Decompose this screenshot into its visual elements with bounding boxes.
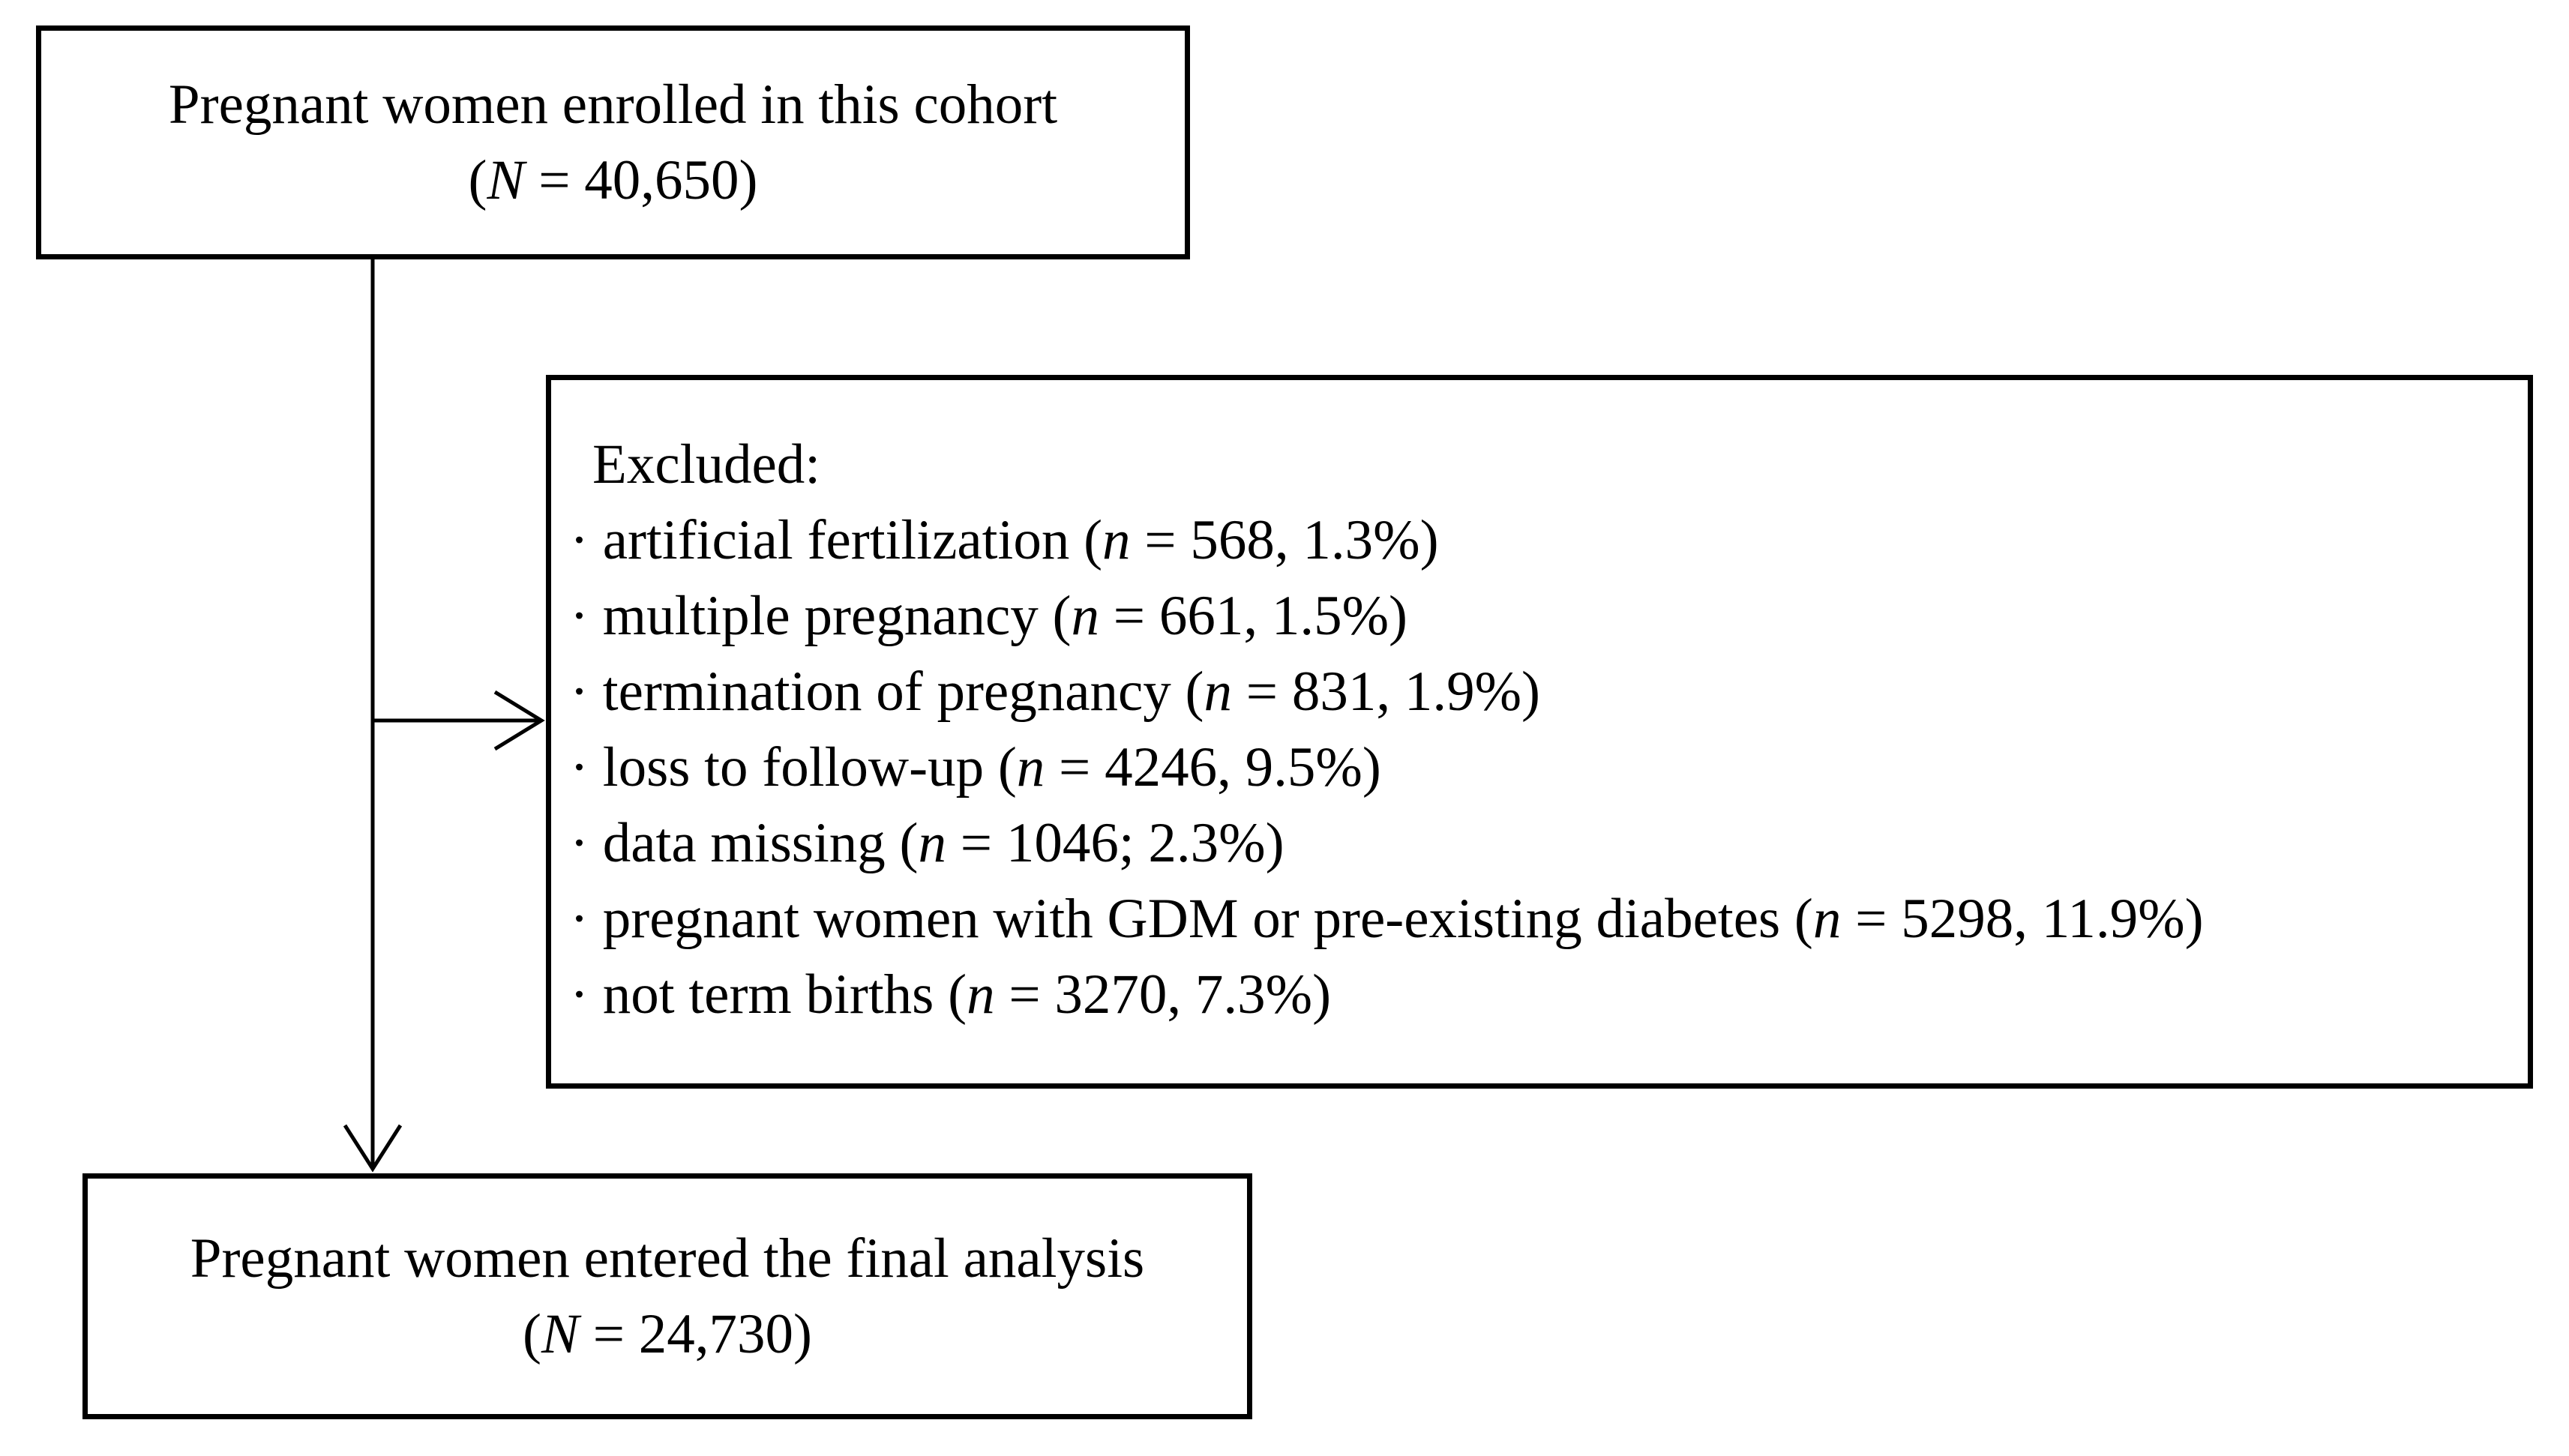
small-n-symbol: n (1812, 888, 1842, 950)
small-n-symbol: n (1071, 585, 1100, 647)
item-count: = 4246, 9.5%) (1045, 736, 1381, 798)
excluded-heading: Excluded: (592, 433, 821, 496)
item-count: = 568, 1.3%) (1130, 509, 1439, 571)
final-analysis-box: Pregnant women entered the final analysi… (82, 1173, 1252, 1419)
small-n-symbol: n (967, 963, 995, 1026)
capital-n-symbol: N (487, 149, 525, 211)
count-open-paren: ( (468, 149, 487, 211)
small-n-symbol: n (1204, 661, 1233, 723)
final-box-count: (N = 24,730) (523, 1296, 812, 1372)
enrolled-box-count: (N = 40,650) (468, 142, 757, 218)
excluded-item: · data missing (n = 1046; 2.3%) (570, 805, 2505, 881)
right-arrowhead-icon (493, 690, 545, 751)
item-count: = 1046; 2.3%) (946, 812, 1284, 874)
excluded-item: · pregnant women with GDM or pre-existin… (570, 881, 2505, 957)
item-count: = 5298, 11.9%) (1841, 888, 2204, 950)
item-text: · multiple pregnancy ( (570, 585, 1072, 647)
small-n-symbol: n (1016, 736, 1045, 798)
small-n-symbol: n (1102, 509, 1131, 571)
item-text: · termination of pregnancy ( (570, 661, 1204, 723)
enrolled-box: Pregnant women enrolled in this cohort (… (36, 25, 1190, 259)
count-value: = 24,730) (578, 1303, 813, 1365)
capital-n-symbol: N (541, 1303, 579, 1365)
count-value: = 40,650) (524, 149, 758, 211)
item-text: · data missing ( (570, 812, 919, 874)
excluded-item: · multiple pregnancy (n = 661, 1.5%) (570, 578, 2505, 654)
excluded-item: · termination of pregnancy (n = 831, 1.9… (570, 654, 2505, 729)
excluded-item: · not term births (n = 3270, 7.3%) (570, 957, 2505, 1032)
item-text: · not term births ( (570, 963, 967, 1026)
item-count: = 831, 1.9%) (1232, 661, 1541, 723)
item-count: = 3270, 7.3%) (994, 963, 1332, 1026)
item-count: = 661, 1.5%) (1099, 585, 1408, 647)
enrolled-box-title: Pregnant women enrolled in this cohort (168, 73, 1058, 136)
final-box-title: Pregnant women entered the final analysi… (190, 1227, 1145, 1290)
item-text: · loss to follow-up ( (570, 736, 1017, 798)
count-open-paren: ( (522, 1303, 541, 1365)
excluded-item: · loss to follow-up (n = 4246, 9.5%) (570, 729, 2505, 805)
excluded-box: Excluded: · artificial fertilization (n … (546, 375, 2533, 1089)
excluded-item: · artificial fertilization (n = 568, 1.3… (570, 502, 2505, 578)
down-arrowhead-icon (343, 1124, 403, 1173)
item-text: · pregnant women with GDM or pre-existin… (570, 888, 1813, 950)
small-n-symbol: n (918, 812, 947, 874)
item-text: · artificial fertilization ( (570, 509, 1103, 571)
